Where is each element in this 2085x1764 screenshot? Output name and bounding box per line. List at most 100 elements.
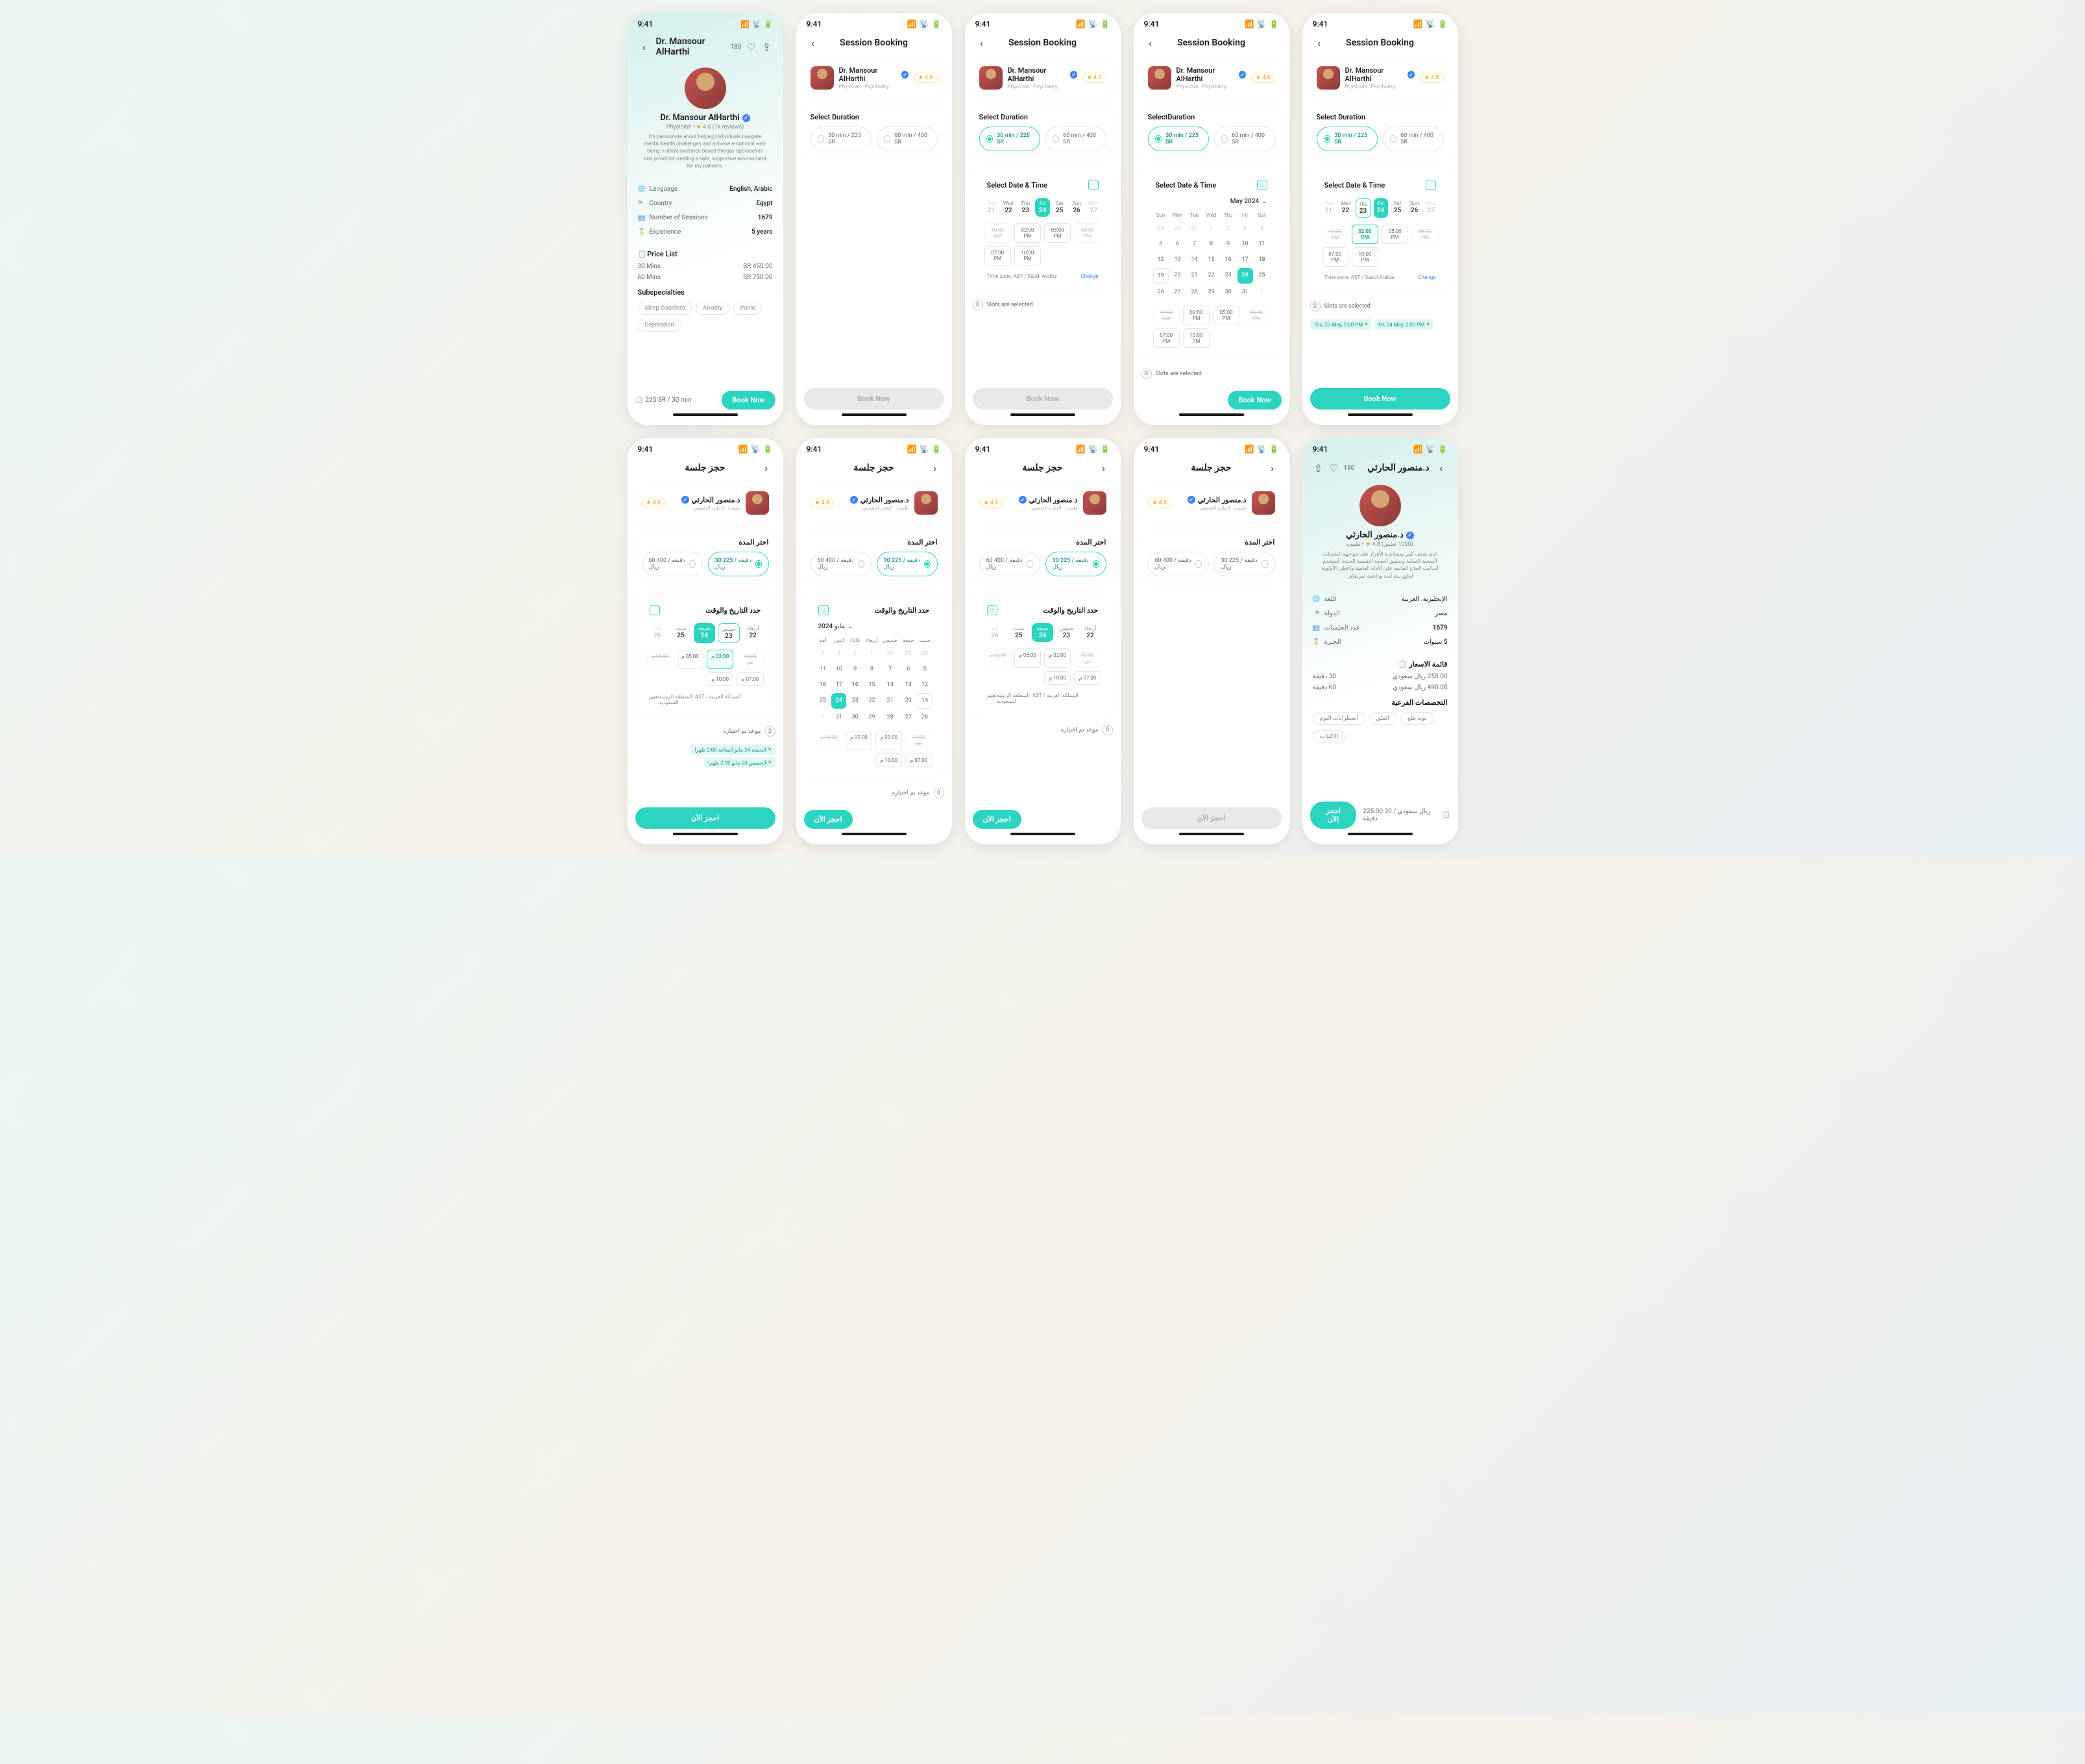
calendar-day[interactable]: 14: [1187, 252, 1202, 267]
calendar-day[interactable]: 19: [1153, 268, 1169, 284]
calendar-day[interactable]: 5: [918, 662, 933, 676]
calendar-toggle-icon[interactable]: [1426, 180, 1436, 190]
book-now-button[interactable]: احجز الآن: [1310, 802, 1357, 829]
time-slot[interactable]: 10:00 PM: [1014, 246, 1041, 265]
calendar-day[interactable]: 22: [864, 693, 879, 709]
back-icon[interactable]: ›: [1435, 461, 1448, 474]
calendar-day[interactable]: 13: [901, 678, 916, 692]
back-icon[interactable]: ›: [1097, 461, 1110, 474]
remove-slot-icon[interactable]: ×: [1426, 321, 1430, 328]
back-icon[interactable]: ‹: [1144, 36, 1157, 49]
time-slot[interactable]: 05:00 PM: [1044, 223, 1071, 243]
calendar-day[interactable]: 27: [901, 710, 916, 724]
time-slot[interactable]: 02:00 PM: [1014, 223, 1041, 243]
change-timezone[interactable]: Change: [1080, 273, 1098, 279]
calendar-day[interactable]: 8: [1204, 237, 1219, 251]
calendar-day[interactable]: 17: [831, 678, 846, 692]
calendar-day[interactable]: 21: [1187, 268, 1202, 284]
calendar-day[interactable]: 18: [1254, 252, 1270, 267]
calendar-day[interactable]: 29: [1204, 285, 1219, 299]
calendar-day[interactable]: 20: [1170, 268, 1186, 284]
calendar-day[interactable]: 30: [1221, 285, 1236, 299]
duration-60[interactable]: 60 min / 400 SR: [1045, 127, 1106, 151]
calendar-day[interactable]: 12: [918, 678, 933, 692]
calendar-day[interactable]: 23: [847, 693, 862, 709]
book-now-button: احجز الآن: [1141, 807, 1282, 829]
likes-count: 180: [731, 43, 742, 51]
book-now-button: Book Now: [804, 388, 944, 410]
calendar-day[interactable]: 16: [847, 678, 862, 692]
calendar-day: 29: [1170, 221, 1186, 236]
calendar-day[interactable]: 6: [1170, 237, 1186, 251]
book-now-button[interactable]: احجز الآن: [804, 810, 853, 829]
calendar-day[interactable]: 9: [847, 662, 862, 676]
calendar-day[interactable]: 11: [816, 662, 831, 676]
calendar-day[interactable]: 15: [1204, 252, 1219, 267]
back-icon[interactable]: ‹: [638, 40, 651, 53]
calendar-day[interactable]: 31: [1238, 285, 1253, 299]
calendar-day[interactable]: 26: [1153, 285, 1169, 299]
calendar-day[interactable]: 19: [918, 693, 933, 709]
calendar-day[interactable]: 23: [1221, 268, 1236, 284]
duration-60[interactable]: 60 min / 400 SR: [877, 127, 938, 151]
calendar-day[interactable]: 28: [1187, 285, 1202, 299]
calendar-day[interactable]: 8: [864, 662, 879, 676]
calendar-day[interactable]: 7: [1187, 237, 1202, 251]
calendar-day[interactable]: 29: [864, 710, 879, 724]
calendar-toggle-icon[interactable]: [1257, 180, 1267, 190]
heart-icon[interactable]: ♡: [746, 41, 757, 53]
calendar-day[interactable]: 24: [1238, 268, 1253, 284]
calendar-day[interactable]: 6: [901, 662, 916, 676]
book-now-button[interactable]: Book Now: [1228, 391, 1281, 410]
calendar-day[interactable]: 10: [831, 662, 846, 676]
calendar-day[interactable]: 25: [1254, 268, 1270, 284]
share-icon[interactable]: ⇪: [1313, 462, 1324, 474]
month-picker[interactable]: May 2024⌄: [1148, 195, 1275, 208]
back-icon[interactable]: ›: [1266, 461, 1279, 474]
calendar-day[interactable]: 21: [881, 693, 899, 709]
calendar-day[interactable]: 26: [918, 710, 933, 724]
screen-booking-ar-selected: 9:41📶📡🔋 ›حجز جلسة د.منصور الحارثي✓طبيب ا…: [628, 438, 783, 844]
calendar-day[interactable]: 11: [1254, 237, 1270, 251]
calendar-day[interactable]: 25: [816, 693, 831, 709]
remove-slot-icon[interactable]: ×: [1365, 321, 1368, 328]
calendar-day[interactable]: 13: [1170, 252, 1186, 267]
calendar-day[interactable]: 30: [847, 710, 862, 724]
duration-30[interactable]: 30 min / 225 SR: [811, 127, 872, 151]
calendar-day[interactable]: 20: [901, 693, 916, 709]
book-now-button[interactable]: احجز الآن: [973, 810, 1021, 829]
calendar-day[interactable]: 10: [1238, 237, 1253, 251]
calendar-day[interactable]: 17: [1238, 252, 1253, 267]
calendar-day[interactable]: 22: [1204, 268, 1219, 284]
book-now-button[interactable]: احجز الآن: [635, 807, 775, 829]
calendar-day[interactable]: 14: [881, 678, 899, 692]
calendar-day[interactable]: 12: [1153, 252, 1169, 267]
calendar-day[interactable]: 15: [864, 678, 879, 692]
calendar-day[interactable]: 18: [816, 678, 831, 692]
back-icon[interactable]: ›: [929, 461, 942, 474]
back-icon[interactable]: ‹: [1313, 36, 1326, 49]
heart-icon[interactable]: ♡: [1328, 462, 1340, 474]
share-icon[interactable]: ⇪: [761, 41, 773, 53]
calendar-toggle-icon[interactable]: [1088, 180, 1099, 190]
duration-30[interactable]: 30 min / 225 SR: [979, 127, 1040, 151]
screen-profile-ar: 9:41📶📡🔋 › د.منصور الحارثي ⇪ ♡ 180 ✓ د.من…: [1302, 438, 1458, 844]
back-icon[interactable]: ‹: [807, 36, 820, 49]
back-icon[interactable]: ›: [760, 461, 773, 474]
calendar-day[interactable]: 9: [1221, 237, 1236, 251]
calendar-day[interactable]: 28: [881, 710, 899, 724]
book-now-button[interactable]: Book Now: [722, 391, 775, 410]
day-selected[interactable]: Fri24: [1035, 198, 1049, 217]
calendar-day[interactable]: 7: [881, 662, 899, 676]
time-slot[interactable]: 07:00 PM: [984, 246, 1011, 265]
calendar-day[interactable]: 24: [831, 693, 846, 709]
back-icon[interactable]: ‹: [975, 36, 988, 49]
calendar-day: 2: [1221, 221, 1236, 236]
calendar-day[interactable]: 5: [1153, 237, 1169, 251]
doctor-meta: Physician • ★ 4.8 (1k reviews): [638, 124, 773, 130]
calendar-day[interactable]: 16: [1221, 252, 1236, 267]
book-now-button[interactable]: Book Now: [1310, 388, 1450, 410]
page-title: Session Booking: [825, 38, 923, 48]
calendar-day[interactable]: 31: [831, 710, 846, 724]
calendar-day[interactable]: 27: [1170, 285, 1186, 299]
